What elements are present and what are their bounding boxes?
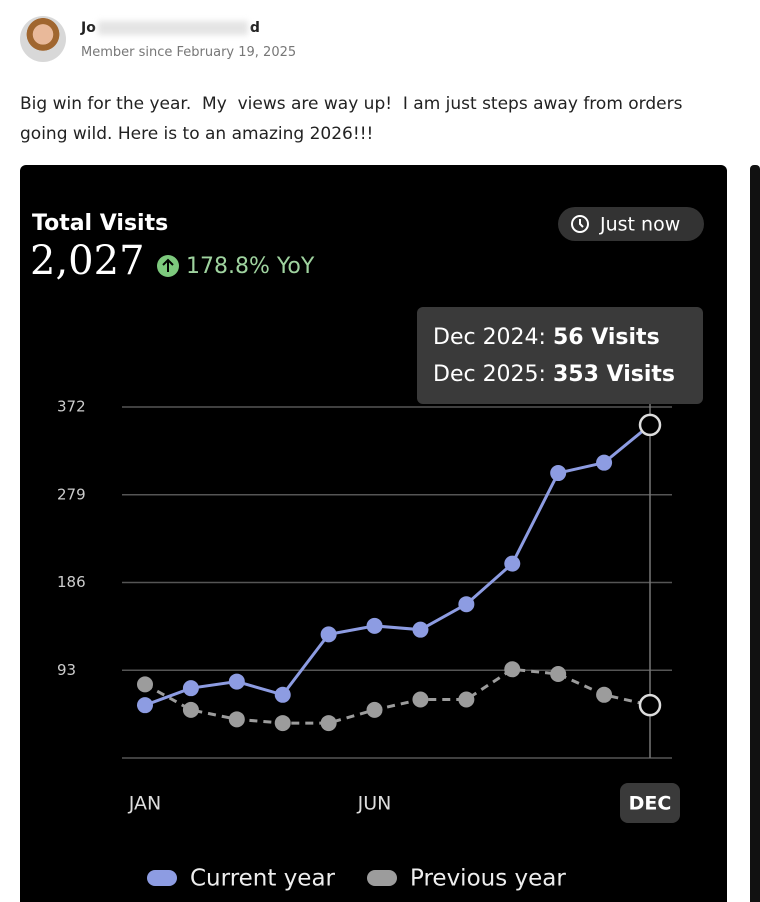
point	[550, 666, 567, 683]
author-name: Jo	[81, 20, 96, 36]
x-tick-label: JUN	[357, 793, 392, 815]
point	[504, 661, 521, 678]
point	[458, 596, 475, 613]
point	[596, 454, 613, 471]
x-tick-highlight	[620, 783, 680, 823]
legend-swatch	[147, 870, 177, 886]
point	[596, 686, 613, 703]
point	[274, 686, 291, 703]
change: 178.8% YoY	[186, 254, 315, 279]
post-text: Big win for the year. My views are way u…	[20, 94, 688, 144]
point	[366, 617, 383, 634]
y-tick-label: 372	[57, 398, 86, 416]
point	[274, 715, 291, 732]
legend-label: Previous year	[410, 866, 566, 892]
next-card	[750, 165, 760, 902]
point	[412, 691, 429, 708]
point	[504, 555, 521, 572]
tooltip-line: Dec 2025: 353 Visits	[433, 362, 675, 387]
clock-hands	[579, 219, 584, 228]
point	[320, 715, 337, 732]
point	[458, 691, 475, 708]
y-tick-label: 279	[57, 485, 86, 503]
legend-swatch	[367, 870, 397, 886]
point	[182, 680, 199, 697]
y-tick-label: 186	[57, 573, 86, 591]
point	[182, 701, 199, 718]
chart-title: Total Visits	[32, 211, 168, 236]
author-name: d	[249, 20, 260, 36]
total: 2,027	[30, 238, 145, 284]
tooltip-line: Dec 2024: 56 Visits	[433, 325, 660, 350]
y-tick-label: 93	[57, 661, 76, 679]
tooltip-value: 353 Visits	[553, 362, 675, 387]
point	[228, 711, 245, 728]
x-tick-label: JAN	[128, 793, 161, 815]
point	[137, 676, 153, 693]
legend-label: Current year	[190, 866, 336, 892]
clock-icon	[571, 215, 589, 233]
point	[412, 621, 429, 638]
x-tick-label: DEC	[629, 793, 672, 815]
point	[638, 413, 662, 437]
point	[137, 697, 153, 714]
point	[228, 673, 245, 690]
up-arrow	[162, 258, 174, 272]
avatar[interactable]	[20, 16, 66, 62]
tooltip-value: 56 Visits	[553, 325, 660, 350]
redaction	[97, 21, 248, 35]
time-badge[interactable]	[558, 207, 704, 241]
point	[638, 693, 662, 717]
point	[550, 465, 567, 482]
tooltip-label: Dec 2025:	[433, 362, 546, 387]
member-since: Member since February 19, 2025	[81, 45, 297, 60]
time-badge-label: Just now	[599, 214, 680, 236]
tooltip-label: Dec 2024:	[433, 325, 546, 350]
point	[320, 626, 337, 643]
author[interactable]: Jo d	[81, 20, 260, 36]
point	[366, 701, 383, 718]
tooltip	[417, 307, 703, 404]
